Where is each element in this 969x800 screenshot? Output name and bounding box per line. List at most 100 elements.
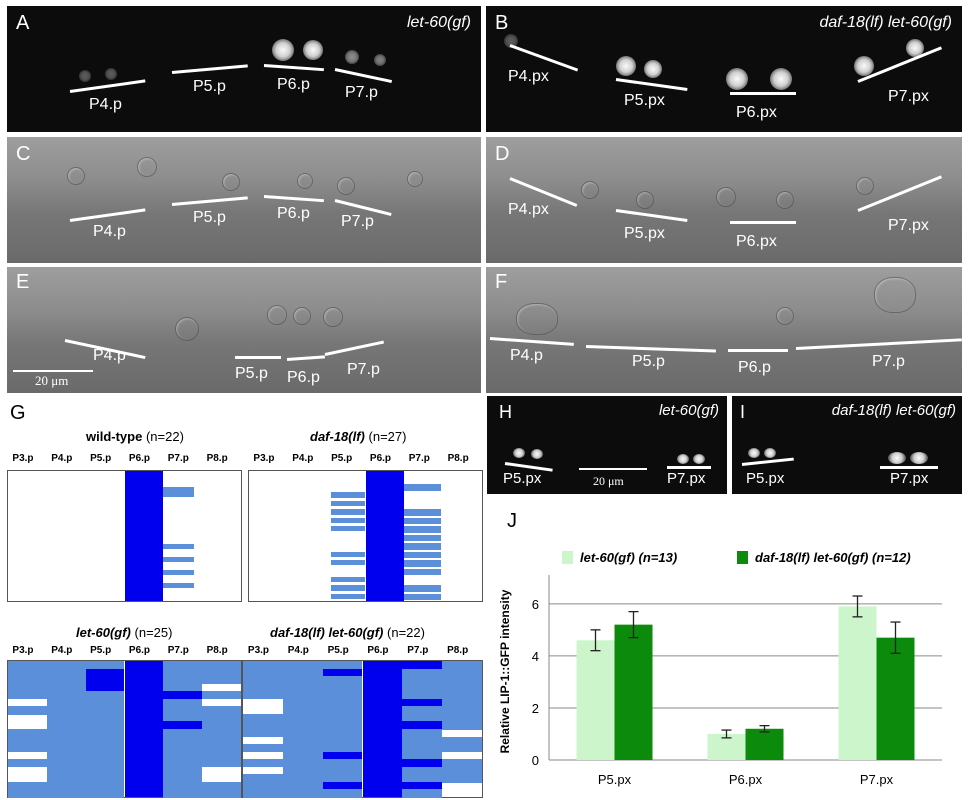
p6p-column bbox=[124, 661, 164, 797]
fate-segment bbox=[202, 668, 241, 677]
fate-segment bbox=[404, 585, 442, 592]
fate-segment bbox=[85, 729, 125, 738]
grid-column-header: P5.p bbox=[90, 645, 112, 656]
panel-d-letter: D bbox=[495, 143, 510, 165]
fate-segment bbox=[402, 751, 443, 760]
cell bbox=[297, 173, 313, 189]
panel-b-caption: daf-18(lf) let-60(gf) bbox=[819, 14, 953, 31]
fate-segment bbox=[282, 736, 323, 745]
x-tick-label: P5.px bbox=[598, 772, 632, 787]
fate-segment bbox=[404, 560, 442, 567]
nucleus bbox=[888, 452, 906, 464]
fate-segment bbox=[46, 781, 86, 791]
fate-segment bbox=[442, 721, 482, 730]
cell-line bbox=[334, 68, 393, 84]
fate-segment bbox=[402, 713, 443, 723]
legend-swatch bbox=[562, 551, 573, 564]
grid-column-header: P7.p bbox=[408, 453, 430, 464]
legend-swatch bbox=[737, 551, 748, 564]
fate-segment bbox=[163, 759, 203, 768]
fate-segment bbox=[85, 751, 125, 760]
panel-b-letter: B bbox=[495, 12, 509, 34]
cell-label: P4.px bbox=[508, 201, 549, 218]
fate-segment bbox=[46, 751, 86, 760]
fate-grid bbox=[7, 470, 242, 602]
fate-segment bbox=[322, 721, 363, 730]
fate-segment bbox=[282, 766, 323, 775]
fate-segment bbox=[442, 668, 482, 677]
scale-bar bbox=[13, 370, 93, 372]
fate-segment bbox=[85, 789, 125, 798]
fate-segment bbox=[322, 676, 363, 685]
fate-segment bbox=[46, 706, 86, 715]
fate-segment bbox=[330, 492, 366, 498]
cell-label: P5.p bbox=[193, 209, 226, 226]
fate-segment bbox=[243, 774, 283, 783]
panel-c: C P4.p P5.p P6.p P7.p bbox=[7, 137, 481, 263]
legend-label: daf-18(lf) let-60(gf) (n=12) bbox=[755, 550, 911, 565]
fate-segment bbox=[85, 744, 125, 753]
cell-line bbox=[730, 92, 796, 95]
fate-segment bbox=[442, 736, 482, 745]
panel-h-caption: let-60(gf) bbox=[658, 402, 719, 419]
fate-segment bbox=[282, 706, 323, 715]
legend-label: let-60(gf) (n=13) bbox=[580, 550, 677, 565]
cell-label: P4.p bbox=[93, 223, 126, 240]
fate-segment bbox=[8, 676, 47, 685]
fate-segment bbox=[402, 706, 443, 715]
cell bbox=[407, 171, 423, 187]
cell-label: P5.px bbox=[746, 470, 785, 487]
fate-segment bbox=[46, 736, 86, 745]
fate-segment bbox=[163, 729, 203, 738]
fate-segment bbox=[243, 744, 283, 753]
fate-segment bbox=[330, 509, 366, 515]
p6p-column bbox=[124, 471, 164, 601]
fate-segment bbox=[243, 683, 283, 692]
fate-segment bbox=[282, 713, 323, 723]
grid-column-header: P4.p bbox=[292, 453, 314, 464]
fate-segment bbox=[46, 661, 86, 670]
fate-segment bbox=[163, 668, 203, 677]
fate-segment bbox=[202, 676, 241, 685]
fate-segment bbox=[404, 534, 442, 542]
cell-line bbox=[324, 340, 385, 356]
fate-segment bbox=[322, 691, 363, 700]
cell-label: P5.px bbox=[624, 225, 665, 242]
bar bbox=[745, 728, 784, 760]
fate-segment bbox=[202, 721, 241, 730]
fate-segment bbox=[330, 551, 366, 557]
grid-wt-title: wild-type (n=22) bbox=[86, 429, 184, 444]
grid-column-header: P3.p bbox=[253, 453, 275, 464]
panel-i: I daf-18(lf) let-60(gf) P5.px P7.px bbox=[732, 396, 962, 494]
fate-segment bbox=[85, 766, 125, 775]
cell bbox=[337, 177, 355, 195]
fate-segment bbox=[46, 729, 86, 738]
fate-segment bbox=[46, 766, 86, 775]
fate-segment bbox=[404, 509, 442, 516]
panel-a-letter: A bbox=[16, 12, 30, 34]
cell-line bbox=[615, 78, 688, 92]
fate-segment bbox=[163, 569, 195, 575]
nucleus bbox=[726, 68, 748, 90]
fate-segment bbox=[282, 661, 323, 670]
grid-column-header: P5.p bbox=[90, 453, 112, 464]
fate-segment bbox=[330, 500, 366, 507]
cell-line bbox=[235, 356, 281, 359]
fate-segment bbox=[442, 676, 482, 685]
fate-segment bbox=[85, 691, 125, 700]
nucleus bbox=[910, 452, 928, 464]
cell bbox=[636, 191, 654, 209]
nucleus bbox=[677, 454, 689, 464]
bar bbox=[576, 640, 615, 760]
cell-label: P4.p bbox=[89, 96, 122, 113]
scale-label: 20 μm bbox=[593, 474, 624, 488]
nucleus bbox=[906, 39, 924, 57]
cell-line bbox=[263, 195, 324, 203]
cell-line bbox=[171, 64, 248, 74]
cell-line bbox=[615, 209, 688, 223]
fate-segment bbox=[404, 593, 442, 601]
cell-label: P7.p bbox=[872, 353, 905, 370]
grid-column-header: P5.p bbox=[327, 645, 349, 656]
bar bbox=[876, 637, 915, 760]
fate-segment bbox=[330, 560, 366, 566]
